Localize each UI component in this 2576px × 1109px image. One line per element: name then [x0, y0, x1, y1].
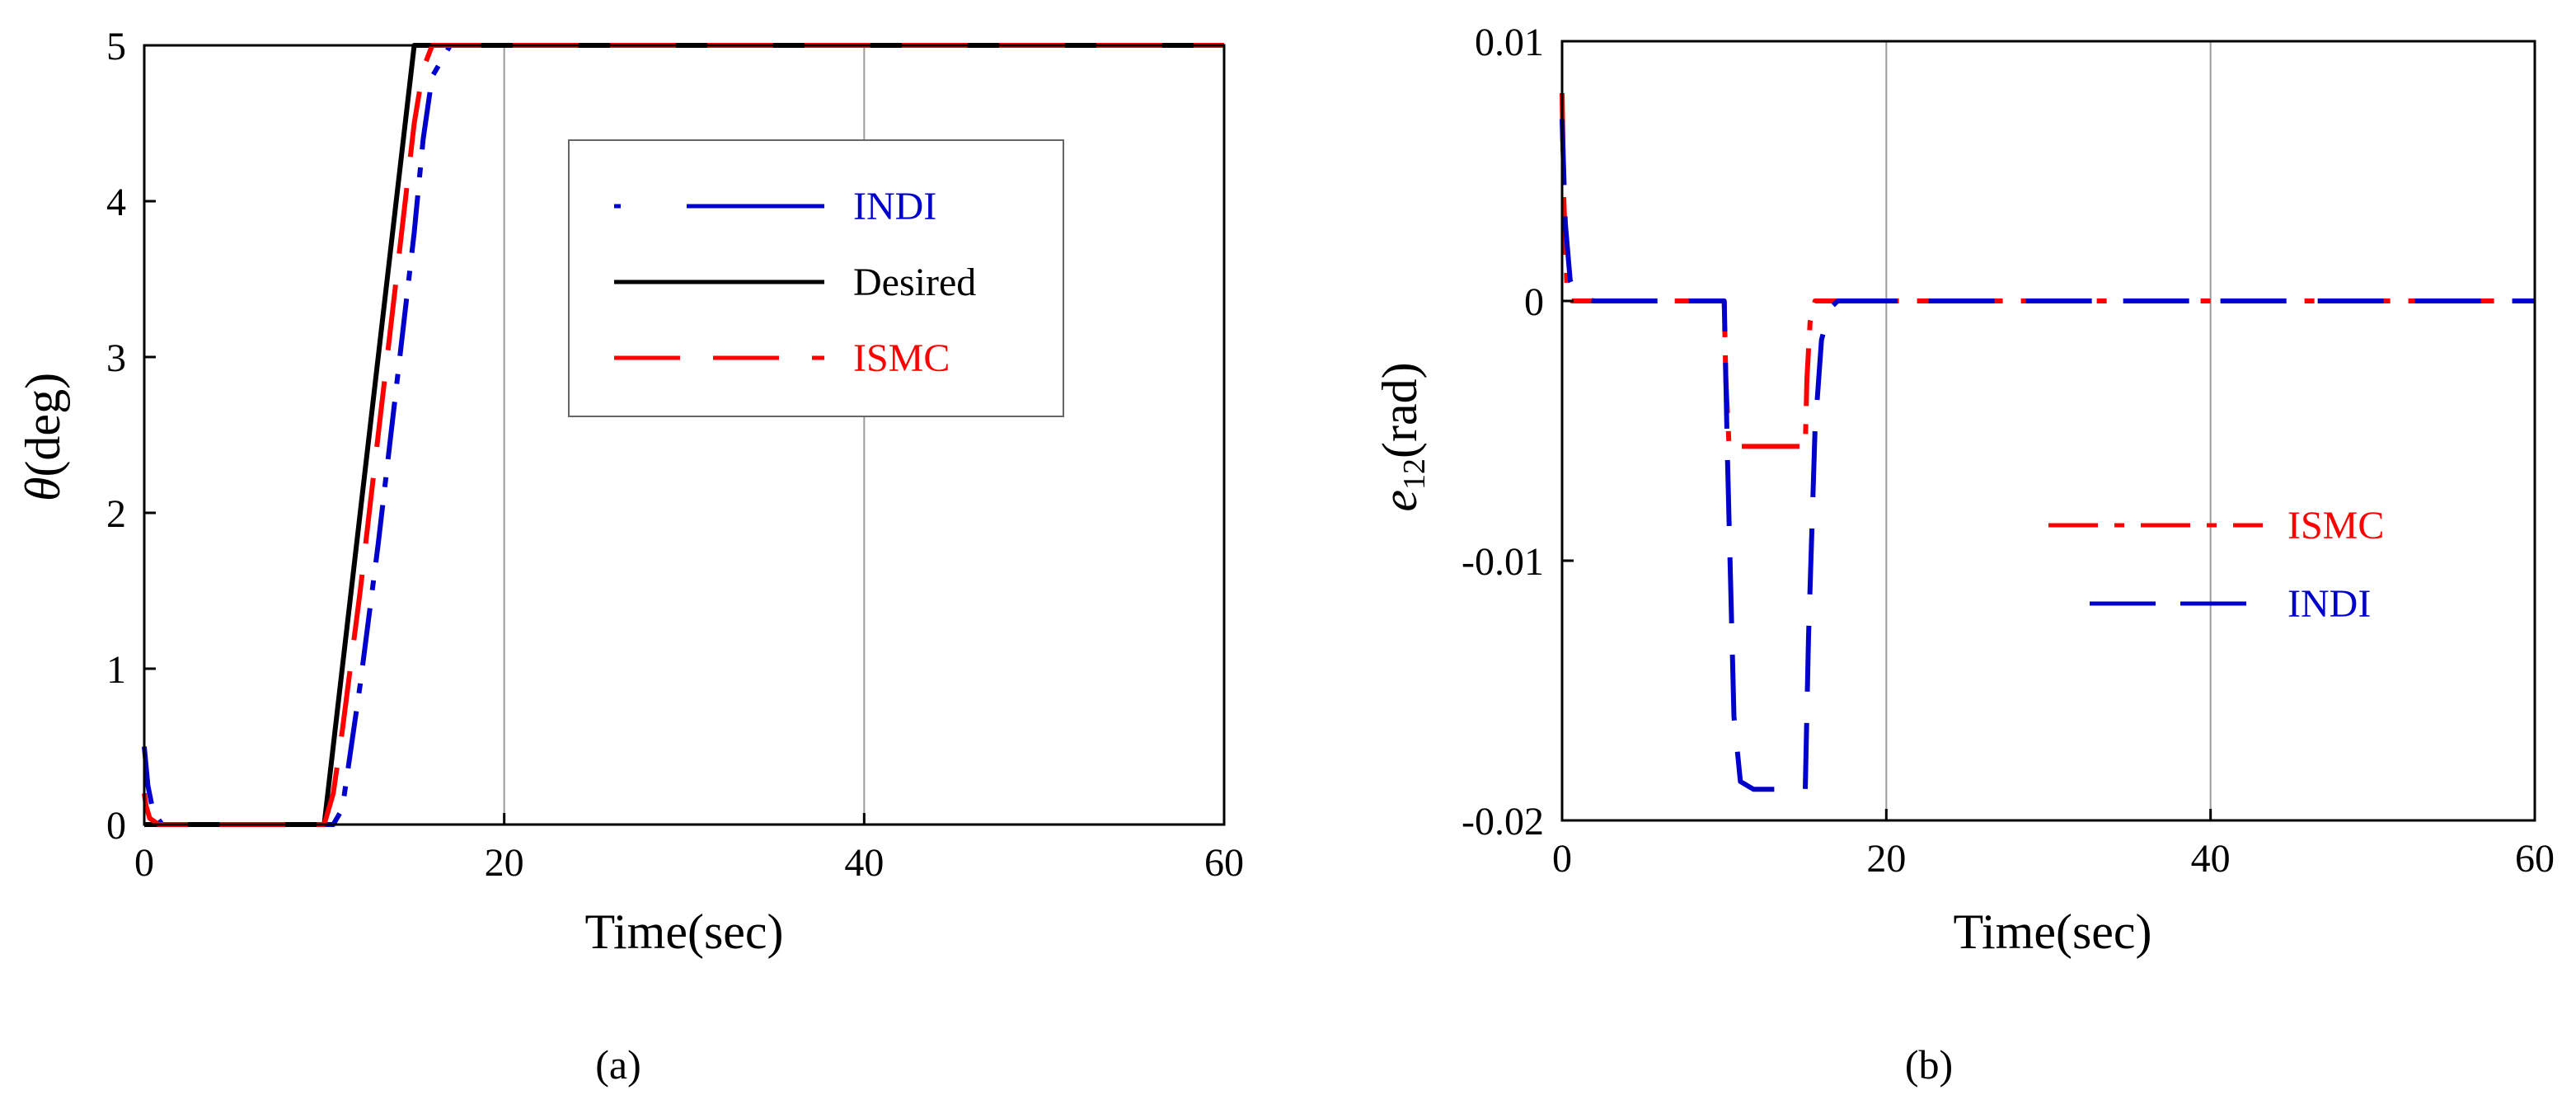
chart-a-caption: (a) — [595, 1041, 641, 1088]
chart-a-ytick-label: 1 — [106, 648, 126, 692]
chart-a-legend: INDI Desired ISMC — [568, 139, 1064, 417]
chart-b-series-ismc-line — [1560, 92, 2535, 449]
chart-a-series-indi-line — [142, 43, 1224, 827]
chart-a-series-ismc-line — [142, 43, 1224, 827]
chart-b-ylabel-symbol: e — [1372, 490, 1427, 512]
chart-panel-a: 0 20 40 60 0 1 2 3 4 5 INDI Desired ISMC Time(sec… — [16, 25, 1244, 1088]
chart-b-xtick-label: 20 — [1866, 837, 1906, 881]
chart-b-ytick-label: -0.02 — [1462, 800, 1544, 843]
chart-b-plot-frame — [1560, 40, 2536, 822]
chart-a-ticks: 0 20 40 60 0 1 2 3 4 5 — [106, 25, 1244, 885]
chart-a-ytick-label: 5 — [106, 25, 126, 68]
chart-panel-b: 0 20 40 60 -0.02 -0.01 0 0.01 ISMC INDI Time(se… — [1372, 21, 2555, 1088]
chart-a-legend-label-ismc: ISMC — [853, 336, 950, 380]
chart-b-ytick-label: 0 — [1524, 280, 1544, 324]
chart-b-ticks: 0 20 40 60 -0.02 -0.01 0 0.01 — [1462, 21, 2555, 881]
chart-b-series — [1560, 92, 2535, 792]
chart-b-ytick-label: 0.01 — [1475, 21, 1544, 64]
chart-a-xtick-label: 20 — [485, 841, 524, 885]
chart-b-legend-label-indi: INDI — [2287, 582, 2371, 626]
chart-b-caption: (b) — [1905, 1041, 1953, 1088]
chart-a-ylabel: θ(deg) — [16, 373, 70, 501]
chart-a-ylabel-unit: (deg) — [16, 373, 70, 477]
chart-b-ytick-label: -0.01 — [1462, 540, 1544, 584]
chart-b-legend: ISMC INDI — [2048, 504, 2384, 626]
chart-a-legend-label-desired: Desired — [853, 261, 976, 304]
chart-a-xtick-label: 0 — [134, 841, 154, 885]
chart-b-series-indi-line — [1560, 119, 2535, 792]
chart-b-xtick-label: 60 — [2515, 837, 2555, 881]
chart-a-legend-label-indi: INDI — [853, 185, 936, 228]
chart-a-legend-box — [568, 139, 1064, 417]
chart-b-ylabel-subscript: 12 — [1397, 458, 1432, 490]
chart-a-plot-frame — [143, 44, 1226, 826]
chart-b-gridlines — [1885, 41, 2212, 820]
chart-a-xtick-label: 60 — [1204, 841, 1244, 885]
chart-b-xtick-label: 40 — [2191, 837, 2231, 881]
chart-a-ytick-label: 2 — [106, 492, 126, 536]
chart-b-ylabel-unit: (rad) — [1372, 362, 1427, 458]
chart-b-xtick-label: 0 — [1552, 837, 1572, 881]
chart-b-xlabel: Time(sec) — [1953, 905, 2151, 959]
chart-a-ytick-label: 0 — [106, 804, 126, 848]
chart-a-xtick-label: 40 — [844, 841, 884, 885]
chart-b-legend-label-ismc: ISMC — [2287, 504, 2384, 547]
chart-a-ylabel-symbol: θ — [16, 477, 70, 501]
chart-a-ytick-label: 3 — [106, 336, 126, 380]
chart-a-xlabel: Time(sec) — [584, 905, 783, 959]
chart-a-ytick-label: 4 — [106, 181, 126, 224]
chart-b-ylabel: e12(rad) — [1372, 362, 1432, 511]
